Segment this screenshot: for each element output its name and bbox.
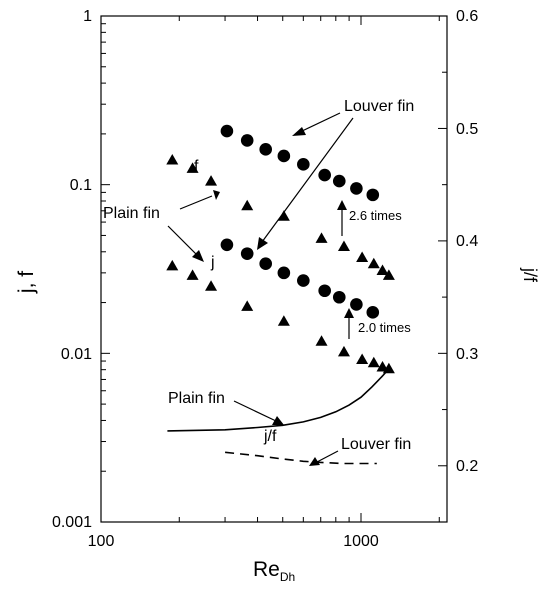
louver-fin-j-point xyxy=(297,274,310,287)
annotation-2-6-times: 2.6 times xyxy=(349,208,402,223)
arrowhead xyxy=(337,200,347,210)
y2-axis-label: j/f xyxy=(520,267,540,283)
plain-fin-j-point xyxy=(337,345,350,357)
arrowhead xyxy=(257,237,268,250)
x-tick-label: 100 xyxy=(88,533,115,550)
plain-fin-f-point xyxy=(337,240,350,251)
louver-fin-f-point xyxy=(332,174,346,188)
louver-fin-j-point xyxy=(332,290,346,304)
y-tick-label: 0.001 xyxy=(52,514,92,531)
plain-fin-f-point xyxy=(205,175,218,186)
annotation-louver-fin: Louver fin xyxy=(344,98,414,115)
data-marks xyxy=(166,124,395,465)
y-tick-label: 1 xyxy=(83,8,92,25)
plain-fin-f-point xyxy=(166,154,179,165)
louver-fin-j-point xyxy=(259,257,273,270)
plain-fin-arrow-f xyxy=(179,195,213,210)
annotation-plain-fin-line: Plain fin xyxy=(168,390,225,407)
y2-tick-label: 0.2 xyxy=(456,458,478,475)
plot-frame xyxy=(100,15,448,523)
louver-fin-f-point xyxy=(277,149,291,163)
louver-fin-f-point xyxy=(350,182,363,195)
arrowhead xyxy=(213,190,220,200)
annotation-arrows xyxy=(167,112,354,466)
plain-fin-j-f-line xyxy=(167,367,391,432)
plain-fin-f-point xyxy=(315,232,328,243)
louver-fin-f-point xyxy=(240,134,254,147)
plain-fin-line-arrow xyxy=(233,400,277,422)
annotation-j: j xyxy=(210,254,215,271)
plain-fin-j-point xyxy=(205,280,218,291)
plain-fin-f-point xyxy=(382,269,395,280)
louver-fin-j-point xyxy=(366,306,380,319)
arrowhead xyxy=(344,308,354,318)
louver-fin-j-point xyxy=(240,247,254,260)
plain-fin-j-point xyxy=(367,356,380,368)
plain-fin-arrow-j xyxy=(167,225,198,256)
louver-fin-j-point xyxy=(277,266,291,280)
louver-fin-j-point xyxy=(220,238,234,252)
plain-fin-j-point xyxy=(277,315,290,326)
annotation-jf: j/f xyxy=(263,428,277,445)
y2-tick-label: 0.4 xyxy=(456,233,478,250)
y2-tick-label: 0.6 xyxy=(456,8,478,25)
louver-fin-arrow-j xyxy=(261,117,354,243)
x-tick-label: 1000 xyxy=(343,533,379,550)
x-axis-label: ReDh xyxy=(253,558,295,584)
plain-fin-f-point xyxy=(367,257,380,269)
plain-fin-f-point xyxy=(241,199,254,211)
plain-fin-f-point xyxy=(376,264,389,275)
louver-fin-f-point xyxy=(366,188,380,202)
louver-fin-f-point xyxy=(220,124,234,138)
louver-fin-arrow-f xyxy=(299,112,341,133)
annotation-louver-fin-line: Louver fin xyxy=(341,436,411,453)
louver-fin-j-point xyxy=(350,298,363,311)
y-tick-label: 0.1 xyxy=(70,177,92,194)
y-axis-label: j, f xyxy=(15,271,38,294)
arrowhead xyxy=(192,250,204,262)
annotation-plain-fin: Plain fin xyxy=(103,205,160,222)
louver-fin-f-point xyxy=(259,143,273,156)
plain-fin-f-point xyxy=(277,210,290,221)
arrowhead xyxy=(309,457,320,466)
plain-fin-j-point xyxy=(241,300,254,311)
louver-fin-j-f-line xyxy=(225,451,377,465)
louver-fin-line-arrow xyxy=(316,450,339,463)
annotation-f: f xyxy=(194,158,199,175)
louver-fin-f-point xyxy=(297,158,310,171)
annotations: f j Louver fin Plain fin 2.6 times 2.0 t… xyxy=(103,98,414,453)
plain-fin-j-point xyxy=(356,353,369,364)
y2-tick-label: 0.5 xyxy=(456,121,478,138)
plain-fin-f-point xyxy=(186,162,199,173)
y2-tick-label: 0.3 xyxy=(456,346,478,363)
arrowhead xyxy=(272,416,284,425)
plain-fin-j-point xyxy=(186,269,199,280)
annotation-2-0-times: 2.0 times xyxy=(358,320,411,335)
plain-fin-j-point xyxy=(315,335,328,346)
plain-fin-f-point xyxy=(356,251,369,262)
arrowhead xyxy=(292,127,306,136)
y-tick-label: 0.01 xyxy=(61,346,92,363)
louver-fin-f-point xyxy=(318,168,331,182)
axis-ticks xyxy=(100,15,447,523)
louver-fin-j-point xyxy=(318,284,331,298)
plain-fin-j-point xyxy=(166,259,179,271)
tick-labels: 1 0.1 0.01 0.001 0.6 0.5 0.4 0.3 0.2 100… xyxy=(52,8,478,550)
